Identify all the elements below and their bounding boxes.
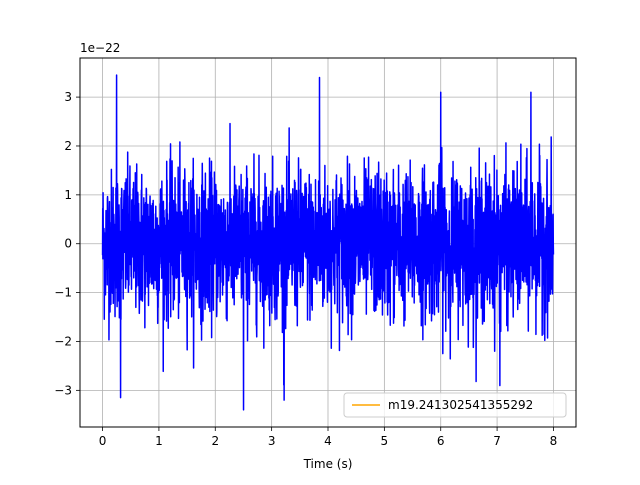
x-tick-label: 2 — [211, 434, 219, 448]
y-scale-offset: 1e−22 — [80, 41, 120, 55]
y-tick-label: −1 — [54, 286, 72, 300]
x-axis-label: Time (s) — [303, 457, 353, 471]
x-tick-label: 8 — [550, 434, 558, 448]
x-tick-label: 6 — [437, 434, 445, 448]
y-tick-label: −2 — [54, 334, 72, 348]
legend-box — [343, 392, 567, 418]
y-tick-label: 1 — [64, 188, 72, 202]
series-line-0 — [101, 74, 555, 411]
x-axis: 0 1 2 3 4 5 6 7 8 — [99, 427, 558, 448]
x-tick-label: 5 — [381, 434, 389, 448]
x-tick-label: 7 — [493, 434, 501, 448]
y-tick-label: −3 — [54, 383, 72, 397]
legend: m19.241302541355292 — [343, 392, 567, 418]
x-tick-label: 4 — [324, 434, 332, 448]
y-tick-label: 2 — [64, 139, 72, 153]
x-tick-label: 0 — [99, 434, 107, 448]
x-tick-label: 1 — [155, 434, 163, 448]
series-layer — [101, 74, 555, 411]
x-tick-label: 3 — [268, 434, 276, 448]
y-tick-label: 3 — [64, 90, 72, 104]
y-axis: −3 −2 −1 0 1 2 3 — [54, 90, 80, 397]
legend-label: m19.241302541355292 — [388, 398, 533, 412]
y-tick-label: 0 — [64, 237, 72, 251]
